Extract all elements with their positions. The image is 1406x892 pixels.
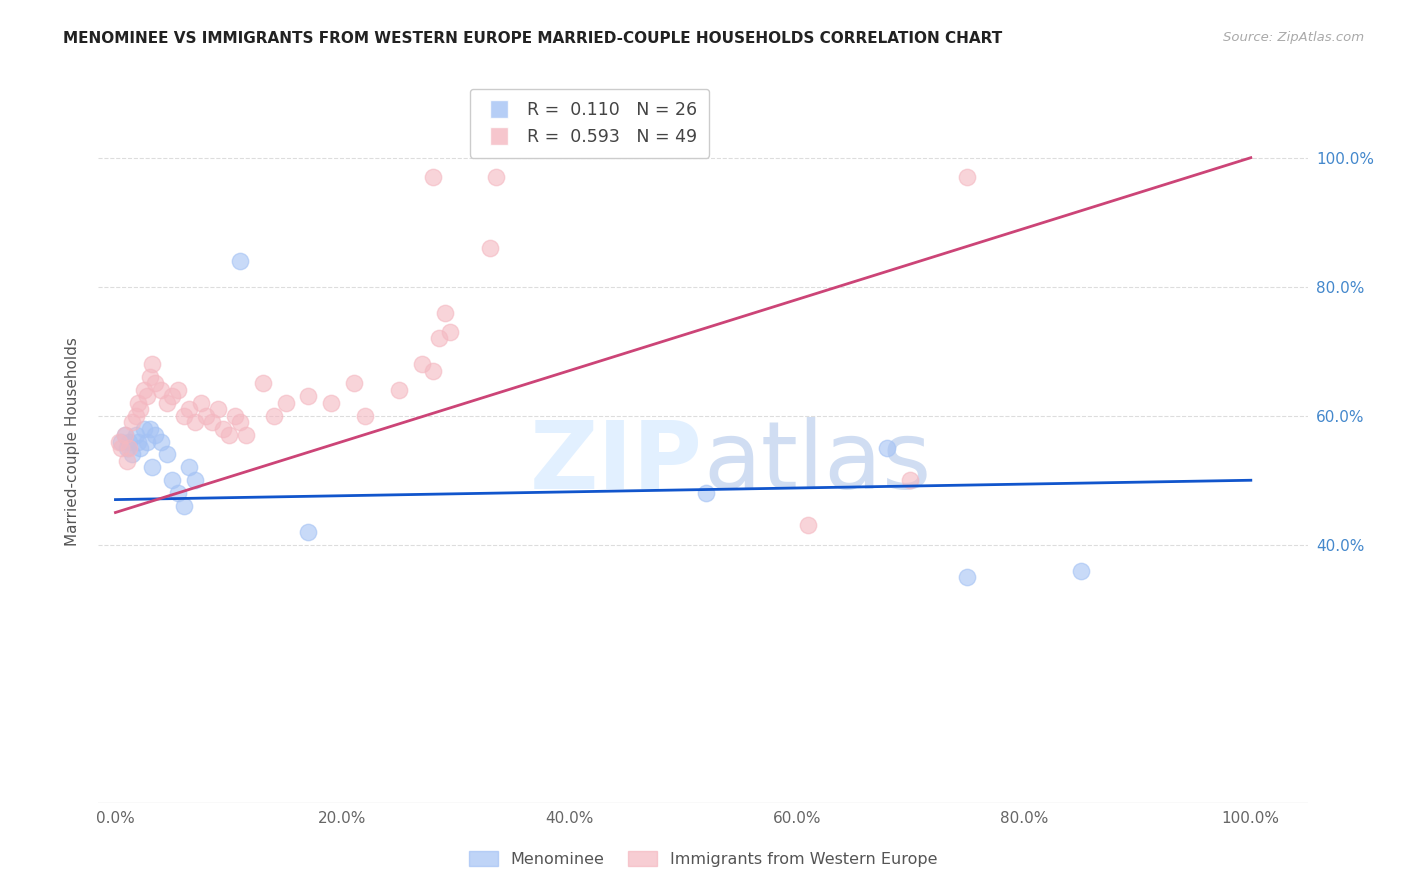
Point: [876, 441, 898, 455]
Point: [229, 415, 252, 429]
Point: [118, 434, 141, 449]
Point: [149, 383, 172, 397]
Point: [173, 499, 195, 513]
Y-axis label: Married-couple Households: Married-couple Households: [65, 337, 80, 546]
Point: [263, 409, 285, 423]
Point: [108, 434, 131, 449]
Point: [141, 460, 163, 475]
Point: [115, 454, 138, 468]
Point: [179, 402, 201, 417]
Point: [274, 396, 297, 410]
Point: [343, 376, 366, 391]
Point: [127, 434, 149, 449]
Text: ZIP: ZIP: [530, 417, 703, 509]
Point: [149, 434, 172, 449]
Point: [132, 422, 155, 436]
Point: [141, 357, 163, 371]
Point: [297, 389, 319, 403]
Point: [160, 473, 183, 487]
Point: [118, 441, 141, 455]
Point: [143, 376, 166, 391]
Point: [354, 409, 377, 423]
Point: [212, 422, 235, 436]
Point: [114, 428, 136, 442]
Point: [138, 370, 160, 384]
Point: [110, 441, 132, 455]
Point: [184, 473, 207, 487]
Text: Source: ZipAtlas.com: Source: ZipAtlas.com: [1223, 31, 1364, 45]
Point: [695, 486, 717, 500]
Point: [129, 402, 152, 417]
Point: [167, 486, 190, 500]
Point: [1069, 564, 1091, 578]
Point: [224, 409, 246, 423]
Point: [297, 524, 319, 539]
Point: [427, 331, 450, 345]
Legend: Menominee, Immigrants from Western Europe: Menominee, Immigrants from Western Europ…: [463, 845, 943, 873]
Point: [114, 428, 136, 442]
Point: [439, 325, 461, 339]
Point: [179, 460, 201, 475]
Point: [235, 428, 257, 442]
Point: [173, 409, 195, 423]
Point: [797, 518, 820, 533]
Point: [195, 409, 218, 423]
Point: [155, 447, 177, 461]
Point: [190, 396, 212, 410]
Point: [433, 305, 456, 319]
Point: [132, 383, 155, 397]
Point: [201, 415, 224, 429]
Point: [252, 376, 274, 391]
Point: [422, 363, 444, 377]
Point: [136, 434, 159, 449]
Point: [138, 422, 160, 436]
Point: [184, 415, 207, 429]
Point: [121, 447, 143, 461]
Point: [129, 441, 152, 455]
Point: [422, 169, 444, 184]
Point: [388, 383, 411, 397]
Point: [127, 396, 149, 410]
Point: [136, 389, 159, 403]
Point: [121, 415, 143, 429]
Text: MENOMINEE VS IMMIGRANTS FROM WESTERN EUROPE MARRIED-COUPLE HOUSEHOLDS CORRELATIO: MENOMINEE VS IMMIGRANTS FROM WESTERN EUR…: [63, 31, 1002, 46]
Point: [167, 383, 190, 397]
Point: [125, 409, 148, 423]
Legend: R =  0.110   N = 26, R =  0.593   N = 49: R = 0.110 N = 26, R = 0.593 N = 49: [470, 89, 710, 158]
Text: atlas: atlas: [703, 417, 931, 509]
Point: [160, 389, 183, 403]
Point: [155, 396, 177, 410]
Point: [956, 570, 979, 584]
Point: [479, 241, 502, 255]
Point: [229, 254, 252, 268]
Point: [115, 441, 138, 455]
Point: [956, 169, 979, 184]
Point: [143, 428, 166, 442]
Point: [218, 428, 240, 442]
Point: [898, 473, 921, 487]
Point: [125, 428, 148, 442]
Point: [321, 396, 343, 410]
Point: [110, 434, 132, 449]
Point: [207, 402, 229, 417]
Point: [485, 169, 508, 184]
Point: [411, 357, 433, 371]
